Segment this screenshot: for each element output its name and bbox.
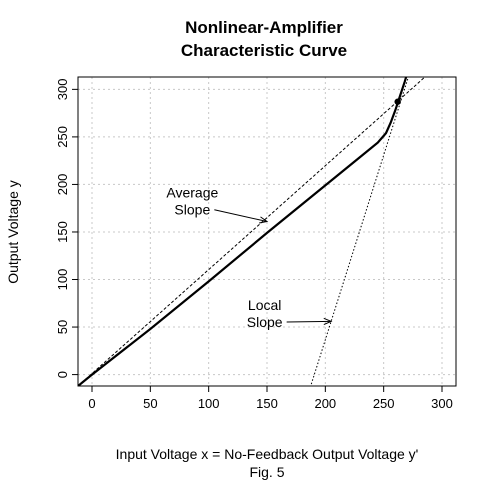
y-tick-label: 300 <box>55 79 70 101</box>
grid-layer <box>78 77 456 386</box>
operating-point-marker <box>394 98 401 105</box>
y-tick-label: 100 <box>55 269 70 291</box>
x-tick-label: 300 <box>431 396 453 411</box>
x-tick-label: 50 <box>143 396 157 411</box>
x-tick-label: 200 <box>314 396 336 411</box>
local-slope-arrow-head <box>323 317 333 326</box>
axis-layer: 0 50 100 150 200 250 300 0 50 100 150 200 250 300 <box>55 79 453 411</box>
average-slope-annotation-text: Average <box>166 185 218 201</box>
y-tick-label: 200 <box>55 174 70 196</box>
y-tick-label: 0 <box>55 371 70 378</box>
chart-title-line-2: Characteristic Curve <box>181 41 347 60</box>
plot-frame <box>77 76 457 387</box>
average-slope-line <box>78 77 426 386</box>
average-slope-arrow-head <box>259 216 269 224</box>
local-slope-line <box>310 77 409 385</box>
y-tick-label: 50 <box>55 320 70 334</box>
x-axis-label: Input Voltage x = No-Feedback Output Vol… <box>116 446 419 462</box>
x-tick-label: 0 <box>88 396 95 411</box>
chart-title-line-1: Nonlinear-Amplifier <box>185 18 343 37</box>
y-tick-label: 250 <box>55 126 70 148</box>
local-slope-annotation-text: Local <box>248 297 281 313</box>
x-tick-label: 150 <box>256 396 278 411</box>
local-slope-annotation-text: Slope <box>247 314 283 330</box>
figure-caption: Fig. 5 <box>249 464 284 480</box>
x-tick-label: 100 <box>198 396 220 411</box>
x-tick-label: 250 <box>373 396 395 411</box>
average-slope-annotation-text: Slope <box>174 202 210 218</box>
characteristic-curve-line <box>78 77 408 386</box>
y-axis-label: Output Voltage y <box>5 180 21 284</box>
series-layer <box>78 77 426 386</box>
local-slope-arrow-line <box>286 320 332 323</box>
average-slope-arrow-line <box>214 209 268 223</box>
y-tick-label: 150 <box>55 221 70 243</box>
